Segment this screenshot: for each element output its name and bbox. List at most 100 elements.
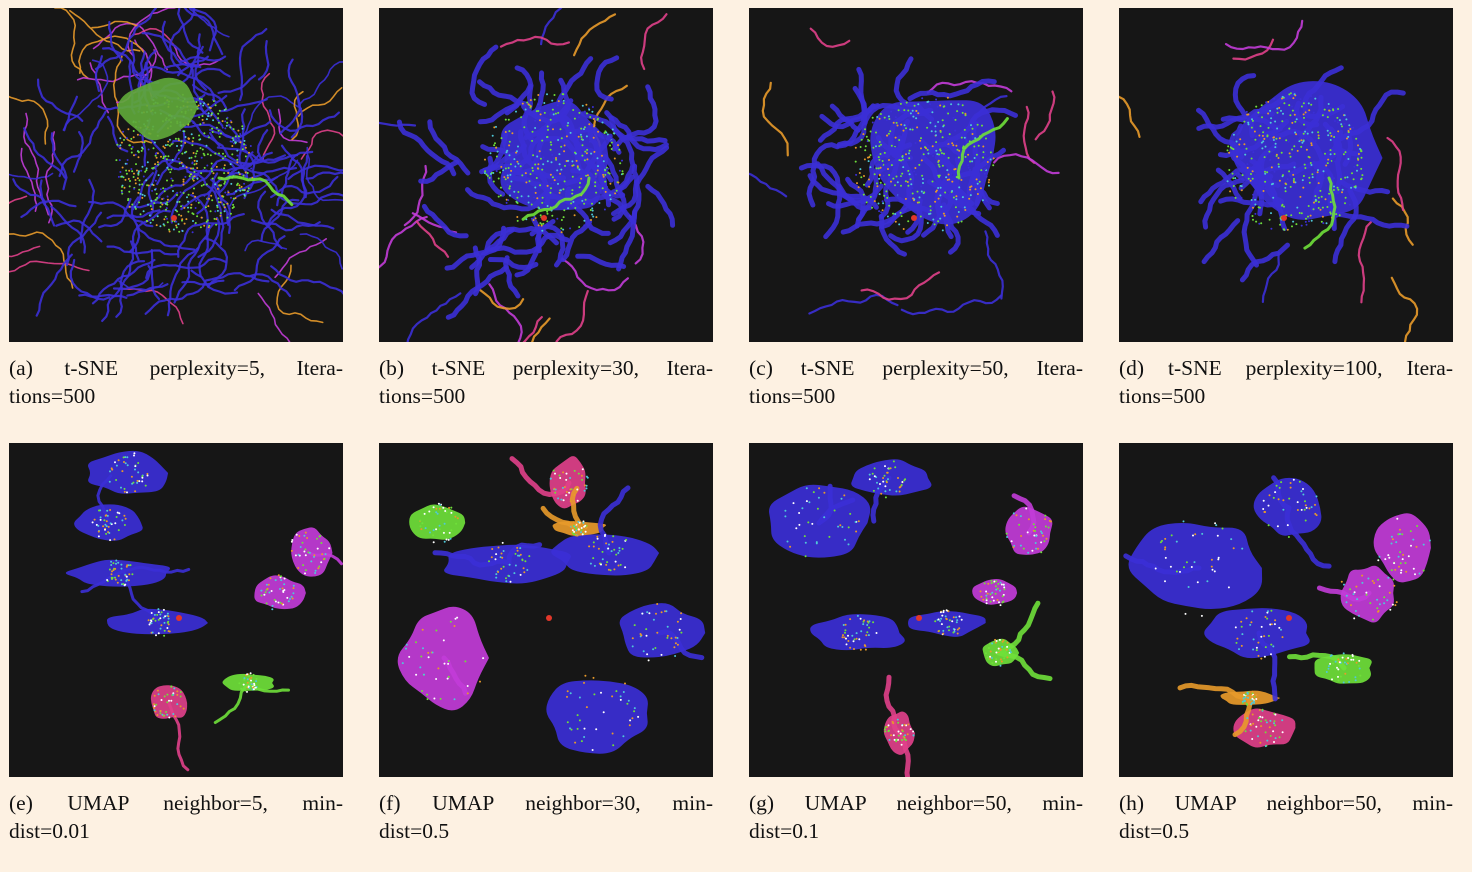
outer-strand [9,260,90,273]
caption-a: (a) t-SNE perplexity=5, Itera- tions=500 [9,354,343,410]
outer-strand [1022,105,1036,164]
outer-strand [573,13,617,57]
inner-blue-strand [72,131,84,173]
inner-blue-strand [287,164,343,180]
inner-blue-strand [249,273,292,298]
inner-blue-strand [251,219,321,232]
caption-line1: (c) t-SNE perplexity=50, Itera- [749,354,1083,382]
speckle-points [1377,517,1431,576]
inner-blue-strand [806,142,840,208]
umap-strand [870,475,892,524]
outer-strand [499,35,570,48]
inner-blue-strand [290,97,304,139]
outer-strand [379,215,428,269]
umap-cluster [87,450,169,494]
outer-strand [403,164,428,227]
umap-strand [656,629,705,661]
outer-strand [640,13,668,71]
umap-cluster [254,575,306,610]
inner-blue-strand [135,223,196,251]
outer-strand [522,316,543,342]
caption-label: (g) [749,791,775,815]
outer-strand [984,230,1004,300]
outer-strand [23,112,50,216]
inner-blue-strand [147,169,158,217]
inner-blue-strand [145,257,227,279]
caption-text: t-SNE perplexity=100, Itera- [1167,356,1453,380]
caption-line1: (a) t-SNE perplexity=5, Itera- [9,354,343,382]
umap-strand [1177,682,1252,701]
outer-strand [415,220,450,258]
red-point [1281,215,1287,221]
outer-strand [257,292,291,342]
caption-label: (d) [1119,356,1145,380]
inner-blue-strand [166,246,200,317]
caption-line1: (g) UMAP neighbor=50, min- [749,789,1083,817]
outer-strand [1261,251,1280,303]
outer-strand [91,20,139,29]
umap-strand [1123,553,1202,576]
speckle-points [549,468,589,503]
inner-blue-strand [257,40,270,81]
outer-strand [260,72,276,162]
inner-blue-strand [35,253,73,317]
caption-b: (b) t-SNE perplexity=30, Itera- tions=50… [379,354,713,410]
caption-line2: tions=500 [379,384,466,408]
scatter-svg-h [1123,475,1431,748]
inner-blue-strand [1232,73,1257,119]
speckle-points [1234,609,1284,660]
green-cluster [117,77,198,141]
caption-line2: dist=0.1 [749,819,820,843]
speckle-points [1244,708,1284,748]
caption-label: (a) [9,356,33,380]
speckle-points [868,460,907,499]
red-point [911,215,917,221]
speckle-points [290,531,331,575]
inner-blue-strand [209,131,286,165]
caption-g: (g) UMAP neighbor=50, min- dist=0.1 [749,789,1083,845]
inner-blue-strand [219,98,268,113]
inner-blue-strand [907,78,997,102]
figure-panel-c: (c) t-SNE perplexity=50, Itera- tions=50… [749,8,1083,410]
inner-blue-strand [305,171,343,180]
speckle-points [1226,92,1364,231]
scatter-svg-a [9,8,343,342]
speckle-points [841,614,878,651]
embedding-plot-c [749,8,1083,342]
inner-blue-strand [37,78,84,122]
speckle-points [91,509,127,542]
inner-blue-strand [156,131,186,186]
caption-text: UMAP neighbor=5, min- [67,791,343,815]
caption-c: (c) t-SNE perplexity=50, Itera- tions=50… [749,354,1083,410]
caption-label: (f) [379,791,401,815]
caption-text: t-SNE perplexity=30, Itera- [431,356,713,380]
outer-strand [860,271,941,301]
green-strand [521,176,591,221]
inner-blue-strand [484,225,559,252]
inner-blue-strand [12,178,47,204]
umap-strand [509,456,572,497]
inner-blue-strand [79,178,95,244]
outer-strand [1391,197,1414,246]
inner-blue-strand [144,280,207,315]
inner-blue-strand [477,101,520,125]
caption-line2: dist=0.5 [379,819,450,843]
speckle-points [854,96,995,233]
speckle-points [883,718,915,746]
inner-blue-strand [151,158,199,180]
inner-blue-strand [126,283,169,297]
scatter-svg-d [1119,19,1419,342]
speckle-points [984,638,1012,667]
scatter-svg-g [769,459,1053,777]
green-strand [217,175,294,207]
umap-strand [883,674,902,736]
outer-strand [1119,95,1141,138]
red-point [541,215,547,221]
inner-blue-strand [140,50,160,84]
inner-blue-strand [94,55,103,92]
green-strand [1303,176,1337,250]
outer-strand [1357,221,1372,304]
inner-blue-strand [267,155,309,226]
inner-blue-strand [106,245,178,256]
embedding-plot-a [9,8,343,342]
